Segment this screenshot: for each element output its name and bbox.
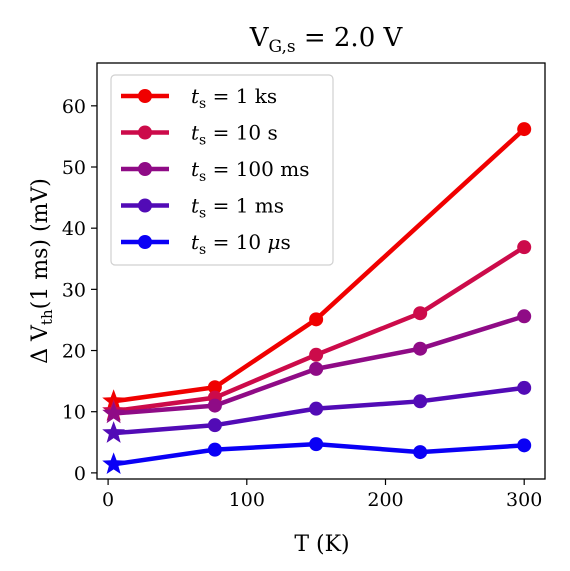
- legend-item: ts = 1 ms: [121, 194, 284, 222]
- series-4: [102, 437, 532, 475]
- y-tick-label: 0: [74, 463, 86, 485]
- legend-marker: [138, 198, 152, 213]
- y-tick-label: 50: [62, 157, 86, 179]
- y-tick-label: 20: [62, 341, 86, 363]
- plot-area: [96, 62, 546, 480]
- legend-box: [110, 74, 334, 266]
- legend-item: ts = 10 μs: [121, 230, 291, 258]
- data-point: [309, 312, 324, 327]
- legend-item: ts = 100 ms: [121, 157, 309, 185]
- data-point: [309, 437, 324, 452]
- data-point: [207, 398, 222, 413]
- legend-marker: [138, 125, 152, 140]
- data-point: [413, 445, 428, 460]
- y-tick-label: 60: [62, 96, 86, 118]
- data-point: [413, 341, 428, 356]
- series-line: [113, 245, 526, 414]
- data-point: [517, 438, 532, 453]
- data-point: [517, 380, 532, 395]
- data-point: [517, 309, 532, 324]
- legend-label: ts = 1 ks: [191, 84, 277, 112]
- data-point-star: [102, 421, 126, 443]
- series-layer: [102, 122, 532, 475]
- y-axis-label: Δ Vth(1 ms) (mV): [28, 178, 56, 364]
- data-point: [517, 240, 532, 255]
- x-axis-label: T (K): [294, 532, 349, 557]
- legend-label: ts = 10 μs: [191, 230, 291, 258]
- y-tick-label: 40: [62, 218, 86, 240]
- legend-marker: [138, 89, 152, 103]
- data-point-star: [102, 401, 126, 424]
- series-2: [102, 309, 532, 424]
- data-point: [207, 380, 222, 395]
- chart-title: VG,s = 2.0 V: [249, 23, 404, 57]
- series-line: [113, 127, 526, 404]
- legend-label: ts = 100 ms: [191, 157, 309, 185]
- data-point: [413, 306, 428, 321]
- data-point: [413, 394, 428, 409]
- data-point: [517, 122, 532, 137]
- axis-ticks: 0 100 200 300 0 10 20 30 40 50 60: [62, 96, 543, 511]
- data-point: [207, 442, 222, 457]
- data-point: [309, 361, 324, 376]
- legend-label: ts = 10 s: [191, 121, 278, 149]
- legend: ts = 1 ks ts = 10 s ts = 100 ms ts = 1 ms ts…: [110, 74, 334, 266]
- legend-item: ts = 10 s: [121, 121, 278, 149]
- legend-item: ts = 1 ks: [121, 84, 277, 112]
- series-3: [102, 380, 532, 443]
- y-tick-label: 10: [62, 402, 86, 424]
- y-tick-label: 30: [62, 279, 86, 301]
- x-tick-label: 200: [367, 489, 403, 511]
- chart-title-subscript: G,s: [268, 37, 295, 57]
- legend-marker: [138, 235, 152, 249]
- legend-label: ts = 1 ms: [191, 194, 284, 222]
- x-tick-label: 0: [102, 489, 114, 511]
- x-tick-label: 300: [506, 489, 542, 511]
- data-point: [309, 347, 324, 362]
- data-point: [309, 401, 324, 416]
- x-tick-label: 100: [229, 489, 265, 511]
- data-point-star: [102, 452, 126, 475]
- legend-marker: [138, 162, 152, 176]
- data-point: [207, 418, 222, 433]
- series-0: [102, 122, 532, 412]
